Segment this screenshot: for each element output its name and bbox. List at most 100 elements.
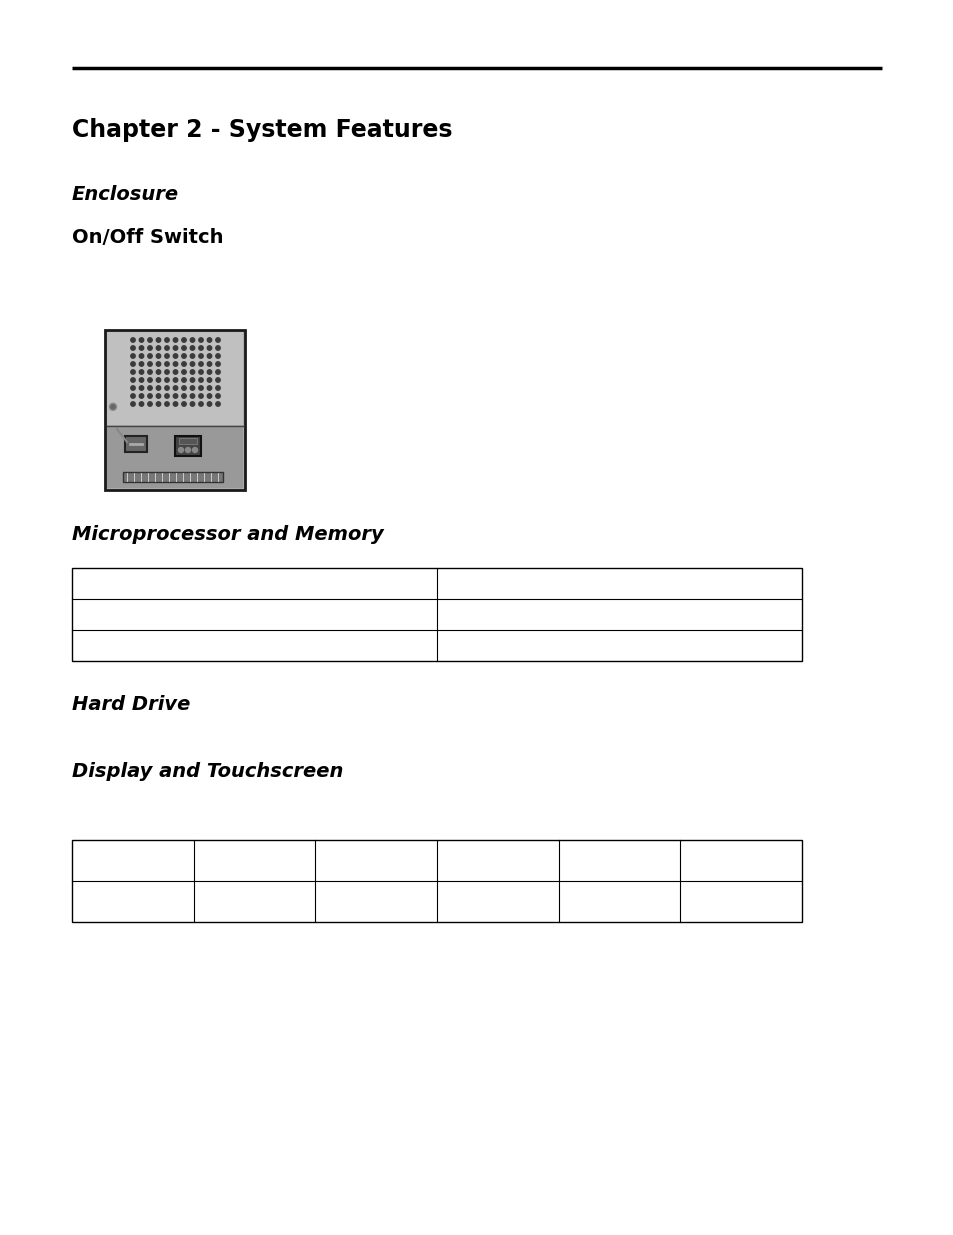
Circle shape bbox=[131, 394, 135, 398]
Circle shape bbox=[148, 369, 152, 374]
Circle shape bbox=[139, 369, 144, 374]
Circle shape bbox=[110, 404, 116, 410]
Text: Hard Drive: Hard Drive bbox=[71, 695, 191, 714]
Circle shape bbox=[198, 362, 203, 367]
Circle shape bbox=[165, 346, 169, 351]
Circle shape bbox=[156, 378, 160, 382]
Circle shape bbox=[131, 338, 135, 342]
Circle shape bbox=[190, 369, 194, 374]
Circle shape bbox=[156, 353, 160, 358]
Bar bbox=[107, 332, 243, 425]
Circle shape bbox=[198, 401, 203, 406]
Circle shape bbox=[190, 353, 194, 358]
Circle shape bbox=[173, 378, 177, 382]
Circle shape bbox=[207, 378, 212, 382]
Circle shape bbox=[156, 385, 160, 390]
Circle shape bbox=[215, 353, 220, 358]
Circle shape bbox=[215, 346, 220, 351]
Circle shape bbox=[173, 362, 177, 367]
Circle shape bbox=[207, 401, 212, 406]
Circle shape bbox=[173, 346, 177, 351]
Circle shape bbox=[198, 394, 203, 398]
Circle shape bbox=[148, 394, 152, 398]
Text: Enclosure: Enclosure bbox=[71, 185, 179, 204]
Circle shape bbox=[173, 338, 177, 342]
Circle shape bbox=[198, 338, 203, 342]
Circle shape bbox=[165, 385, 169, 390]
Circle shape bbox=[165, 362, 169, 367]
Circle shape bbox=[190, 378, 194, 382]
Circle shape bbox=[193, 447, 197, 452]
Circle shape bbox=[182, 362, 186, 367]
Circle shape bbox=[139, 378, 144, 382]
Circle shape bbox=[139, 385, 144, 390]
Circle shape bbox=[198, 369, 203, 374]
Circle shape bbox=[207, 394, 212, 398]
Circle shape bbox=[190, 362, 194, 367]
Bar bbox=[174, 436, 201, 456]
Circle shape bbox=[182, 353, 186, 358]
Circle shape bbox=[131, 385, 135, 390]
Circle shape bbox=[165, 378, 169, 382]
Circle shape bbox=[148, 338, 152, 342]
Circle shape bbox=[178, 447, 183, 452]
Bar bbox=[105, 330, 245, 490]
Circle shape bbox=[165, 401, 169, 406]
Circle shape bbox=[148, 378, 152, 382]
Circle shape bbox=[215, 385, 220, 390]
Bar bbox=[71, 840, 801, 923]
Text: On/Off Switch: On/Off Switch bbox=[71, 228, 223, 247]
Circle shape bbox=[165, 369, 169, 374]
Circle shape bbox=[198, 385, 203, 390]
Circle shape bbox=[148, 362, 152, 367]
Circle shape bbox=[198, 378, 203, 382]
Circle shape bbox=[156, 346, 160, 351]
Bar bbox=[123, 472, 223, 482]
Circle shape bbox=[185, 447, 191, 452]
Circle shape bbox=[148, 385, 152, 390]
Circle shape bbox=[139, 338, 144, 342]
Circle shape bbox=[139, 394, 144, 398]
Circle shape bbox=[182, 385, 186, 390]
Bar bbox=[125, 436, 147, 452]
Circle shape bbox=[182, 369, 186, 374]
Circle shape bbox=[173, 394, 177, 398]
Bar bbox=[179, 438, 196, 445]
Circle shape bbox=[198, 346, 203, 351]
Circle shape bbox=[207, 362, 212, 367]
Circle shape bbox=[182, 378, 186, 382]
Circle shape bbox=[131, 353, 135, 358]
Circle shape bbox=[207, 346, 212, 351]
Circle shape bbox=[207, 385, 212, 390]
Circle shape bbox=[148, 353, 152, 358]
Circle shape bbox=[182, 338, 186, 342]
Bar bbox=[71, 568, 801, 661]
Circle shape bbox=[182, 346, 186, 351]
Circle shape bbox=[173, 353, 177, 358]
Circle shape bbox=[165, 338, 169, 342]
Circle shape bbox=[165, 353, 169, 358]
Circle shape bbox=[139, 346, 144, 351]
Circle shape bbox=[173, 385, 177, 390]
Circle shape bbox=[148, 401, 152, 406]
Circle shape bbox=[215, 401, 220, 406]
Circle shape bbox=[111, 405, 115, 409]
Circle shape bbox=[156, 338, 160, 342]
Circle shape bbox=[198, 353, 203, 358]
Circle shape bbox=[131, 378, 135, 382]
Circle shape bbox=[215, 369, 220, 374]
Circle shape bbox=[165, 394, 169, 398]
Circle shape bbox=[156, 369, 160, 374]
Circle shape bbox=[131, 362, 135, 367]
Circle shape bbox=[139, 362, 144, 367]
Circle shape bbox=[156, 394, 160, 398]
Circle shape bbox=[215, 338, 220, 342]
Bar bbox=[107, 426, 243, 488]
Circle shape bbox=[156, 401, 160, 406]
Circle shape bbox=[190, 385, 194, 390]
Circle shape bbox=[190, 394, 194, 398]
Circle shape bbox=[139, 401, 144, 406]
Circle shape bbox=[173, 401, 177, 406]
Text: Chapter 2 - System Features: Chapter 2 - System Features bbox=[71, 119, 452, 142]
Text: Display and Touchscreen: Display and Touchscreen bbox=[71, 762, 343, 781]
